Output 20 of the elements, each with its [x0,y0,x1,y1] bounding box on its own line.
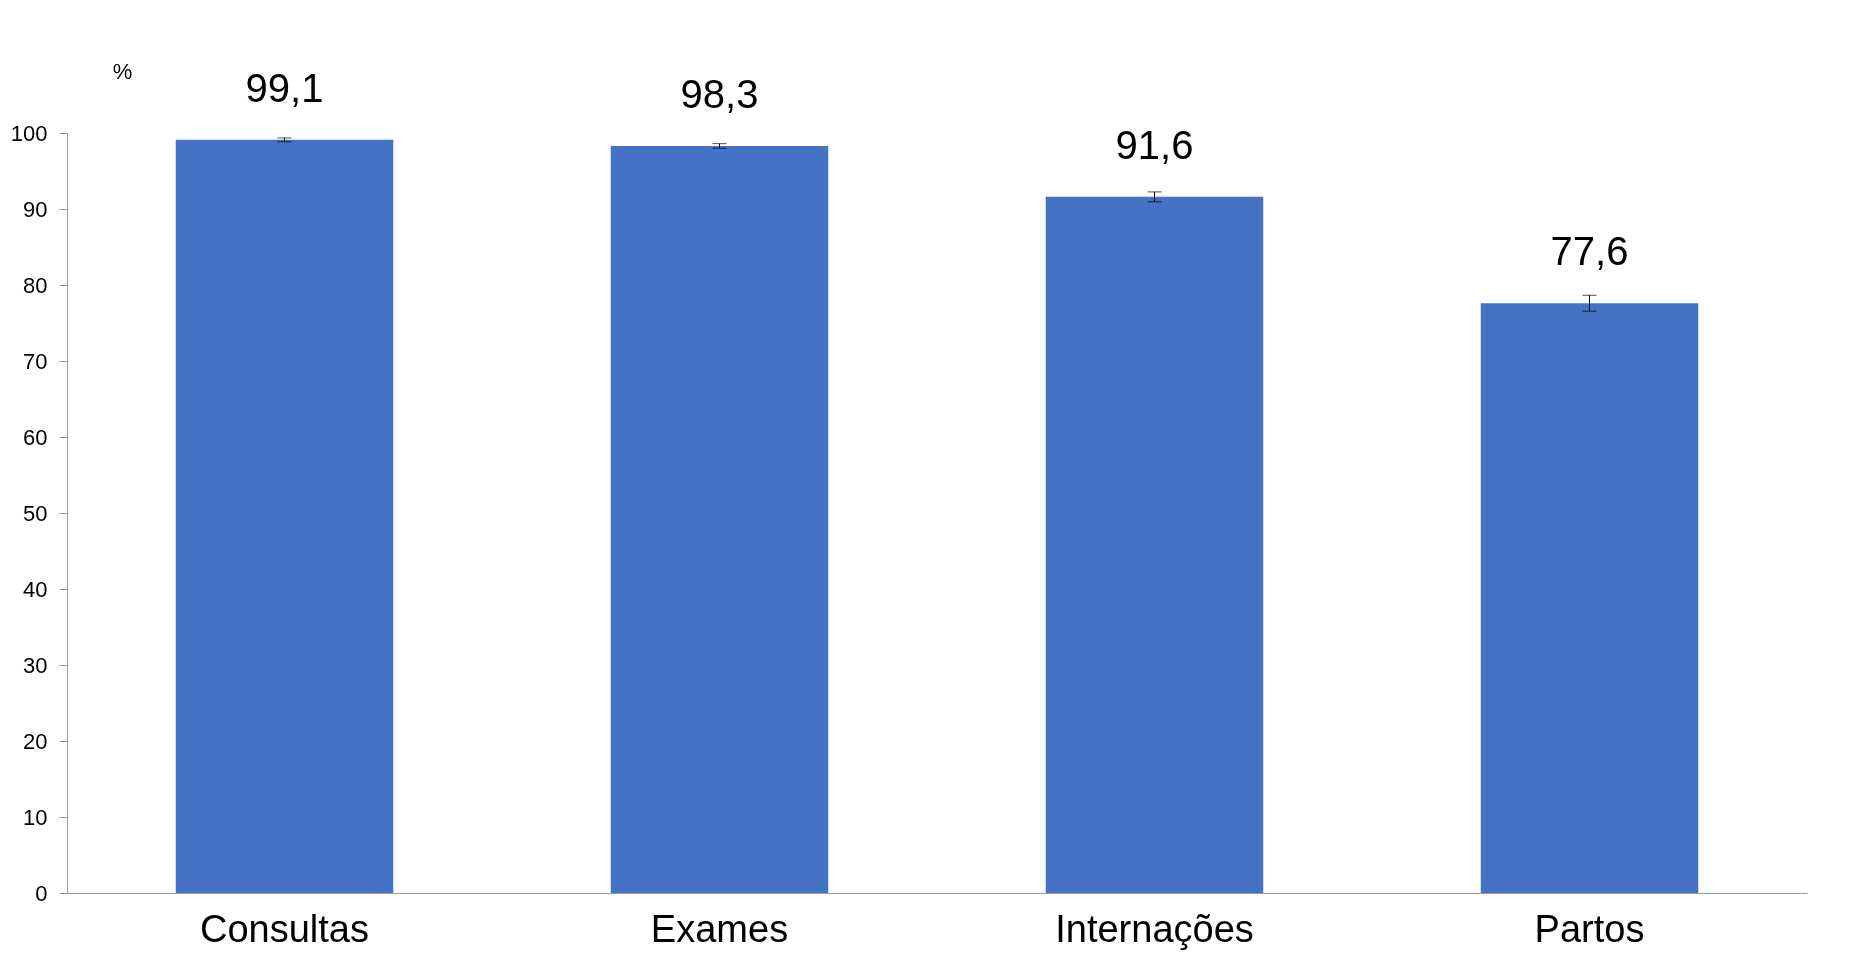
data-label: 98,3 [680,71,759,116]
x-tick-label: Internações [1055,907,1254,950]
x-tick-label: Consultas [200,907,369,950]
y-tick-label: 0 [35,880,48,906]
y-axis-title: % [112,58,133,84]
x-tick-label: Partos [1534,907,1645,950]
y-tick-label: 80 [23,272,48,298]
y-tick-label: 10 [23,804,48,830]
y-tick-label: 40 [23,576,48,602]
data-label: 99,1 [245,65,324,110]
y-tick-label: 20 [23,728,48,754]
y-tick-label: 100 [10,120,48,146]
y-tick-label: 70 [23,348,48,374]
data-label: 91,6 [1115,122,1194,167]
x-tick-label: Exames [650,907,789,950]
y-tick-label: 50 [23,500,48,526]
y-tick-label: 60 [23,424,48,450]
y-tick-label: 90 [23,196,48,222]
data-label: 77,6 [1550,229,1629,274]
y-tick-label: 30 [23,652,48,678]
